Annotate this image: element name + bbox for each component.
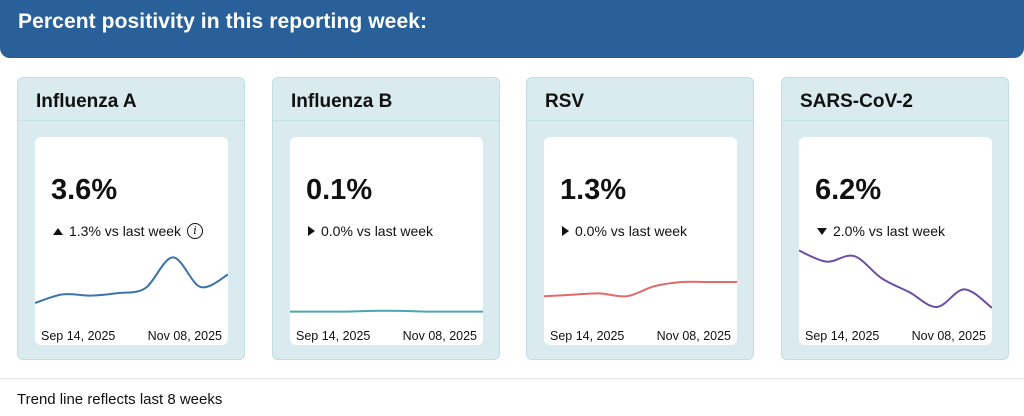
start-date-label: Sep 14, 2025: [550, 329, 625, 343]
positivity-value: 0.1%: [306, 174, 373, 206]
start-date-label: Sep 14, 2025: [41, 329, 116, 343]
card-body: 6.2% 2.0% vs last week Sep 14, 2025 Nov …: [799, 137, 992, 345]
trend-chart: [799, 249, 992, 309]
change-arrow-icon: [53, 227, 63, 235]
card-body: 3.6% 1.3% vs last week i Sep 14, 2025 No…: [35, 137, 228, 345]
end-date-label: Nov 08, 2025: [911, 329, 986, 343]
trend-line: [544, 280, 737, 298]
card-body: 1.3% 0.0% vs last week Sep 14, 2025 Nov …: [544, 137, 737, 345]
trend-line: [35, 256, 228, 304]
card-divider: [273, 120, 499, 121]
weekly-change: 0.0% vs last week: [562, 223, 687, 239]
weekly-change: 2.0% vs last week: [817, 223, 945, 239]
footer-divider: [0, 378, 1024, 379]
change-text: 0.0% vs last week: [321, 223, 434, 239]
change-text: 2.0% vs last week: [833, 223, 946, 239]
card-influenza-a: Influenza A 3.6% 1.3% vs last week i Sep…: [17, 77, 245, 360]
card-divider: [527, 120, 753, 121]
positivity-value: 6.2%: [815, 174, 882, 206]
trend-chart: [35, 256, 228, 304]
change-arrow-icon: [562, 226, 569, 236]
card-title: Influenza A: [36, 91, 137, 112]
page-header: Percent positivity in this reporting wee…: [0, 0, 1024, 58]
card-title: Influenza B: [291, 91, 393, 112]
start-date-label: Sep 14, 2025: [805, 329, 880, 343]
page-title: Percent positivity in this reporting wee…: [18, 10, 428, 33]
card-title: RSV: [545, 91, 585, 112]
trend-chart: [544, 280, 737, 298]
end-date-label: Nov 08, 2025: [402, 329, 477, 343]
trend-line: [799, 249, 992, 309]
positivity-value: 3.6%: [51, 174, 118, 206]
trend-chart: [290, 309, 483, 313]
card-title: SARS-CoV-2: [800, 91, 913, 112]
change-text: 1.3% vs last week: [69, 223, 182, 239]
card-rsv: RSV 1.3% 0.0% vs last week Sep 14, 2025 …: [526, 77, 754, 360]
card-divider: [782, 120, 1008, 121]
start-date-label: Sep 14, 2025: [296, 329, 371, 343]
weekly-change: 1.3% vs last week i: [53, 223, 204, 239]
info-icon[interactable]: i: [187, 223, 204, 239]
card-influenza-b: Influenza B 0.1% 0.0% vs last week Sep 1…: [272, 77, 500, 360]
change-arrow-icon: [308, 226, 315, 236]
change-text: 0.0% vs last week: [575, 223, 688, 239]
card-sars-cov-2: SARS-CoV-2 6.2% 2.0% vs last week Sep 14…: [781, 77, 1009, 360]
weekly-change: 0.0% vs last week: [308, 223, 433, 239]
end-date-label: Nov 08, 2025: [656, 329, 731, 343]
trend-line: [290, 309, 483, 313]
card-body: 0.1% 0.0% vs last week Sep 14, 2025 Nov …: [290, 137, 483, 345]
card-divider: [18, 120, 244, 121]
footer-note: Trend line reflects last 8 weeks: [17, 391, 223, 408]
end-date-label: Nov 08, 2025: [147, 329, 222, 343]
change-arrow-icon: [817, 227, 827, 235]
positivity-value: 1.3%: [560, 174, 627, 206]
